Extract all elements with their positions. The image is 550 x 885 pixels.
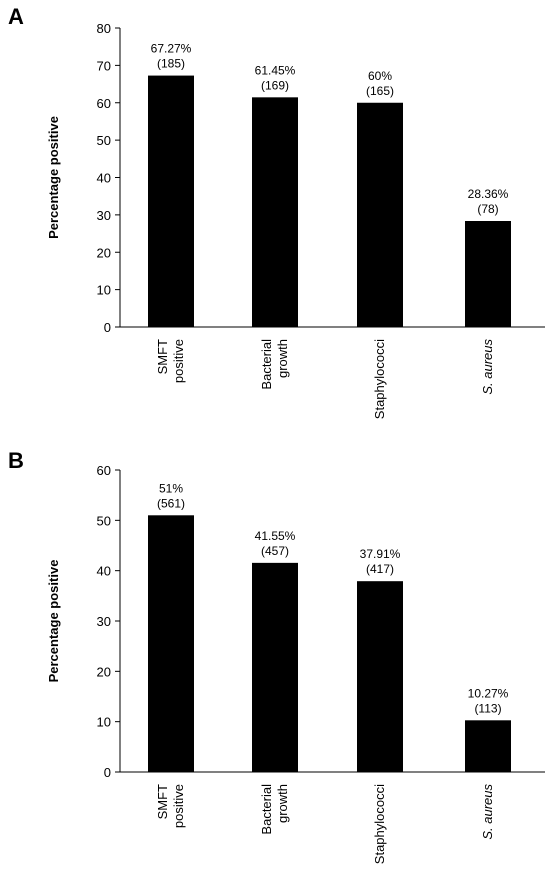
y-tick-label: 60: [97, 463, 111, 478]
value-label: (165): [366, 84, 394, 98]
bar: [148, 515, 194, 772]
panel-label: B: [8, 448, 24, 473]
panel-label: A: [8, 4, 24, 29]
value-label: (457): [261, 544, 289, 558]
value-label: (113): [474, 701, 501, 715]
value-label: 67.27%: [151, 42, 192, 56]
y-tick-label: 80: [97, 21, 111, 36]
y-axis-label: Percentage positive: [46, 560, 61, 683]
value-label: (561): [157, 496, 185, 510]
y-tick-label: 50: [97, 133, 111, 148]
y-tick-label: 50: [97, 513, 111, 528]
bar: [465, 720, 511, 772]
y-axis-label: Percentage positive: [46, 116, 61, 239]
x-tick-label: SMFT: [155, 339, 170, 374]
x-tick-label: positive: [171, 784, 186, 828]
bar: [252, 97, 298, 327]
value-label: 51%: [159, 481, 183, 495]
x-tick-label: S. aureus: [480, 784, 495, 840]
value-label: 61.45%: [255, 63, 296, 77]
x-tick-label: S. aureus: [480, 339, 495, 395]
value-label: (78): [477, 202, 498, 216]
bar: [357, 102, 403, 327]
y-tick-label: 30: [97, 208, 111, 223]
x-tick-label: positive: [171, 339, 186, 383]
x-tick-label: Staphylococci: [372, 339, 387, 419]
y-tick-label: 0: [104, 320, 111, 335]
value-label: 28.36%: [468, 187, 509, 201]
y-tick-label: 20: [97, 664, 111, 679]
value-label: (169): [261, 78, 289, 92]
value-label: (417): [366, 562, 394, 576]
y-tick-label: 20: [97, 245, 111, 260]
y-tick-label: 40: [97, 564, 111, 579]
value-label: 41.55%: [255, 529, 296, 543]
y-tick-label: 10: [97, 715, 111, 730]
x-tick-label: SMFT: [155, 784, 170, 819]
x-tick-label: Staphylococci: [372, 784, 387, 864]
y-tick-label: 60: [97, 96, 111, 111]
bar: [252, 562, 298, 772]
y-tick-label: 0: [104, 765, 111, 780]
value-label: 60%: [368, 69, 392, 83]
y-tick-label: 10: [97, 283, 111, 298]
y-tick-label: 30: [97, 614, 111, 629]
x-tick-label: growth: [275, 339, 290, 378]
x-tick-label: Bacterial: [259, 784, 274, 835]
y-tick-label: 40: [97, 171, 111, 186]
value-label: 10.27%: [468, 686, 509, 700]
y-tick-label: 70: [97, 58, 111, 73]
value-label: 37.91%: [360, 547, 401, 561]
x-tick-label: growth: [275, 784, 290, 823]
bar: [357, 581, 403, 772]
value-label: (185): [157, 57, 185, 71]
bar: [465, 221, 511, 327]
x-tick-label: Bacterial: [259, 339, 274, 390]
bar: [148, 75, 194, 328]
